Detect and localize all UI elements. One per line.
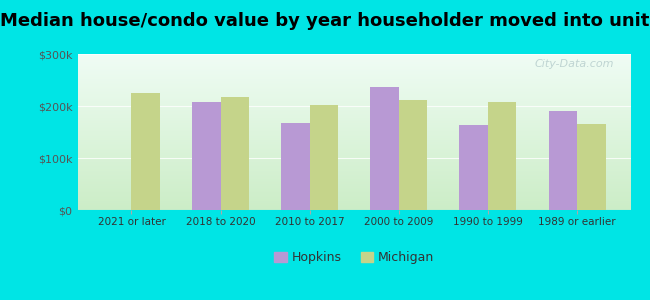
Bar — [131, 93, 160, 210]
Bar — [399, 100, 427, 210]
Bar — [488, 102, 517, 210]
Legend: Hopkins, Michigan: Hopkins, Michigan — [269, 246, 439, 269]
Text: City-Data.com: City-Data.com — [534, 59, 614, 69]
Bar — [460, 125, 488, 210]
Bar — [370, 87, 399, 210]
Text: Median house/condo value by year householder moved into unit: Median house/condo value by year househo… — [0, 12, 650, 30]
Bar — [192, 102, 220, 210]
Bar — [577, 124, 606, 210]
Bar — [549, 111, 577, 210]
Bar — [309, 105, 338, 210]
Bar — [220, 97, 249, 210]
Bar — [281, 123, 309, 210]
